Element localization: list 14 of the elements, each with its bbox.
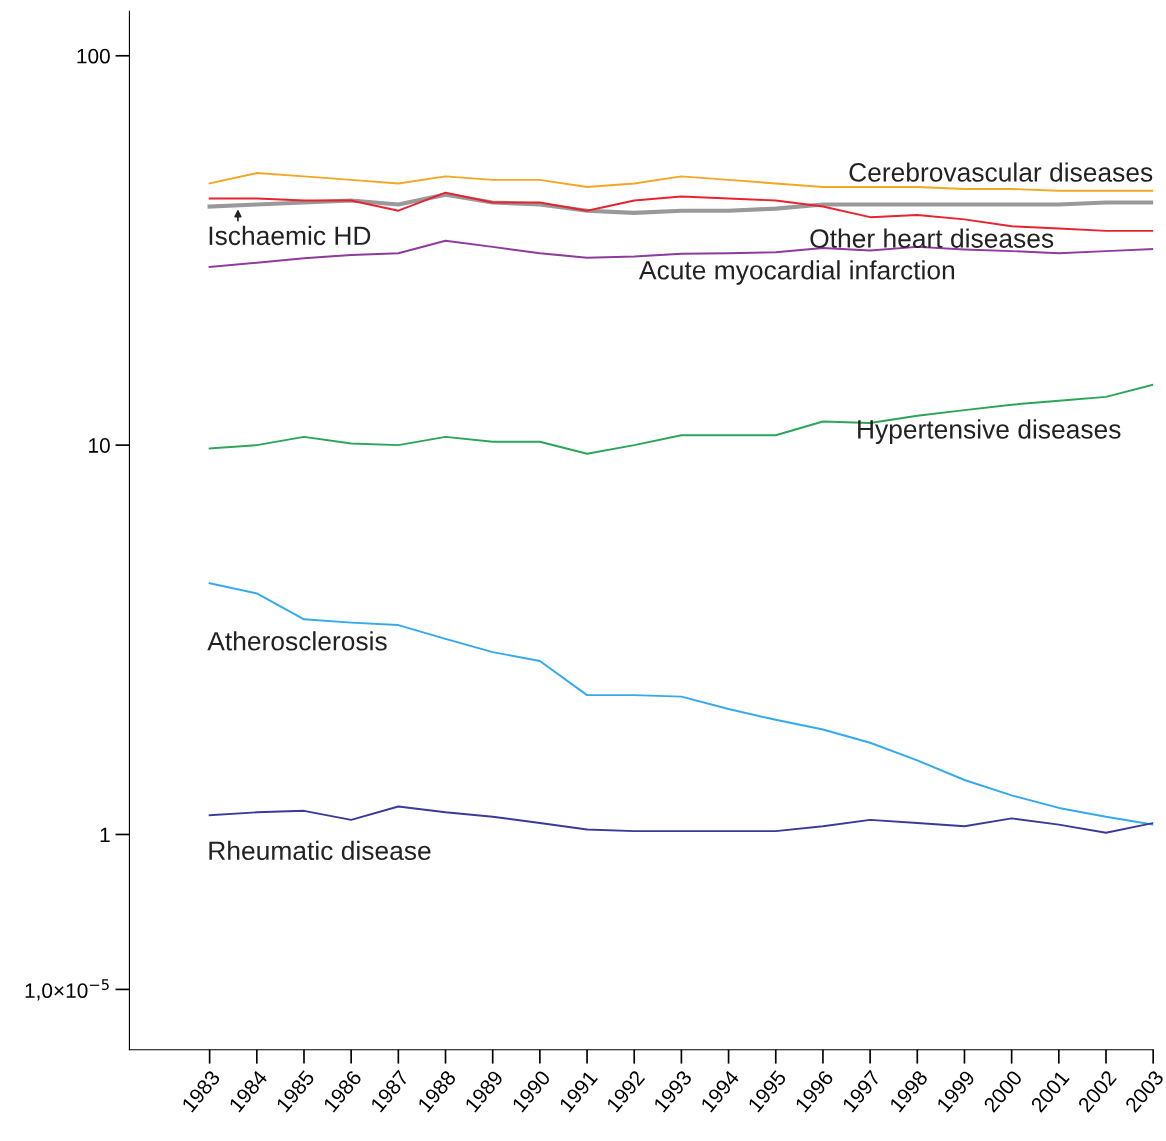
y-tick-label: 100 (77, 48, 110, 64)
series-label: Atherosclerosis (207, 631, 387, 651)
series-label: Hypertensive diseases (858, 419, 1121, 444)
series-label: Other heart diseases (810, 228, 1054, 248)
series-label: Ischaemic HD (209, 225, 371, 246)
line-series (208, 582, 1154, 826)
series-label: Acute myocardial infarction (638, 260, 955, 285)
y-tick-label: 1,0×10$^{−5}$ (25, 979, 109, 1001)
line-series (208, 805, 1154, 834)
y-tick-label: 10 (89, 438, 110, 453)
series-label: Rheumatic disease (209, 840, 431, 861)
series-label: Cerebrovascular diseases (849, 162, 1153, 182)
y-tick-label: 1 (100, 827, 110, 843)
line-series (208, 383, 1154, 455)
